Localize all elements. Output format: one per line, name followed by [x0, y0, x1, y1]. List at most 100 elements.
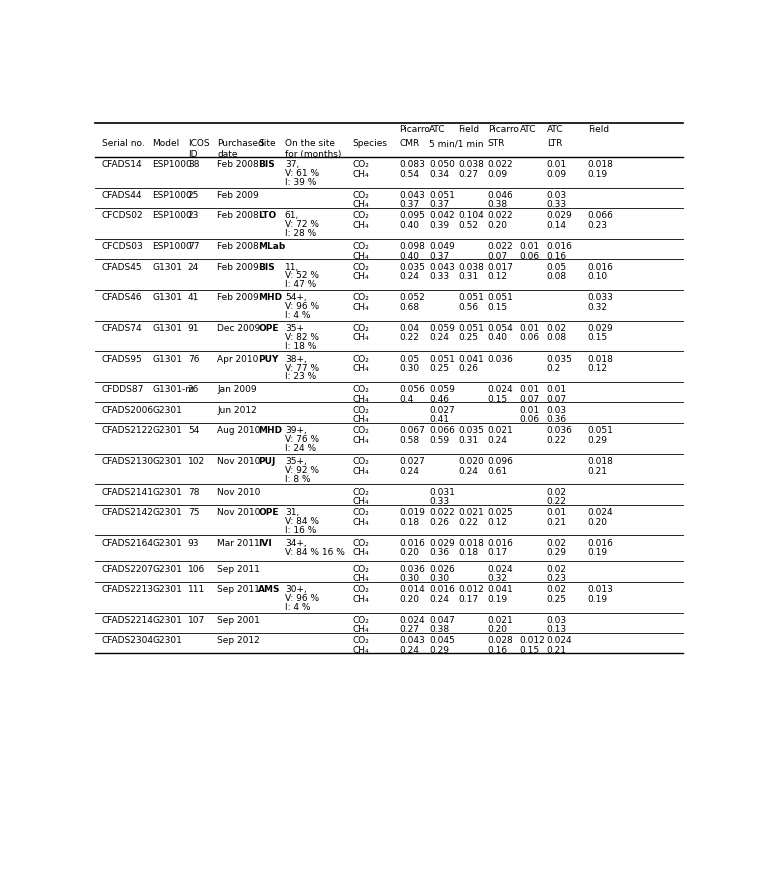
Text: ESP1000: ESP1000 [153, 160, 192, 169]
Text: 0.08: 0.08 [546, 272, 567, 281]
Text: 0.36: 0.36 [429, 548, 449, 557]
Text: CFADS2304: CFADS2304 [102, 636, 154, 645]
Text: 0.021: 0.021 [458, 509, 484, 517]
Text: 0.15: 0.15 [520, 646, 540, 655]
Text: 0.051: 0.051 [488, 293, 514, 302]
Text: CFADS2164: CFADS2164 [102, 539, 154, 548]
Text: 39+,: 39+, [285, 426, 307, 435]
Text: OPE: OPE [258, 509, 279, 517]
Text: 111: 111 [187, 586, 205, 595]
Text: 24: 24 [187, 262, 199, 271]
Text: 0.40: 0.40 [399, 252, 420, 260]
Text: 0.13: 0.13 [546, 626, 567, 634]
Text: Purchased: Purchased [217, 139, 264, 148]
Text: CFCDS02: CFCDS02 [102, 212, 143, 221]
Text: 0.02: 0.02 [546, 487, 567, 497]
Text: 0.046: 0.046 [488, 190, 514, 200]
Text: 0.01: 0.01 [546, 385, 567, 394]
Text: G2301: G2301 [153, 636, 182, 645]
Text: 78: 78 [187, 487, 200, 497]
Text: I: 39 %: I: 39 % [285, 178, 317, 187]
Text: 0.051: 0.051 [458, 324, 484, 333]
Text: 102: 102 [187, 457, 205, 466]
Text: 0.40: 0.40 [488, 333, 508, 343]
Text: 0.23: 0.23 [546, 574, 567, 583]
Text: 37,: 37, [285, 160, 299, 169]
Text: 0.20: 0.20 [399, 548, 420, 557]
Text: 0.050: 0.050 [429, 160, 455, 169]
Text: CH₄: CH₄ [352, 272, 369, 281]
Text: CO₂: CO₂ [352, 509, 370, 517]
Text: I: 16 %: I: 16 % [285, 526, 317, 535]
Text: CO₂: CO₂ [352, 616, 370, 625]
Text: 0.024: 0.024 [546, 636, 572, 645]
Text: 0.03: 0.03 [546, 616, 567, 625]
Text: 0.68: 0.68 [399, 303, 420, 312]
Text: 0.059: 0.059 [429, 385, 455, 394]
Text: 0.37: 0.37 [429, 252, 449, 260]
Text: 0.03: 0.03 [546, 190, 567, 200]
Text: 0.031: 0.031 [429, 487, 455, 497]
Text: 0.24: 0.24 [399, 467, 420, 476]
Text: 0.035: 0.035 [546, 354, 572, 363]
Text: CH₄: CH₄ [352, 467, 369, 476]
Text: 0.24: 0.24 [429, 595, 449, 603]
Text: 0.19: 0.19 [587, 170, 608, 179]
Text: 0.59: 0.59 [429, 436, 449, 445]
Text: 0.038: 0.038 [458, 262, 484, 271]
Text: 0.098: 0.098 [399, 242, 426, 251]
Text: I: 47 %: I: 47 % [285, 280, 316, 290]
Text: 0.24: 0.24 [458, 467, 478, 476]
Text: CH₄: CH₄ [352, 252, 369, 260]
Text: CO₂: CO₂ [352, 262, 370, 271]
Text: IVI: IVI [258, 539, 272, 548]
Text: 0.022: 0.022 [488, 212, 513, 221]
Text: 0.30: 0.30 [399, 574, 420, 583]
Text: 0.37: 0.37 [399, 200, 420, 209]
Text: 0.24: 0.24 [429, 333, 449, 343]
Text: 35+: 35+ [285, 324, 304, 333]
Text: CFCDS03: CFCDS03 [102, 242, 143, 251]
Text: 0.043: 0.043 [399, 190, 425, 200]
Text: 0.029: 0.029 [429, 539, 455, 548]
Text: 0.20: 0.20 [488, 221, 508, 230]
Text: CFADS2006: CFADS2006 [102, 406, 154, 415]
Text: 93: 93 [187, 539, 200, 548]
Text: 0.028: 0.028 [488, 636, 514, 645]
Text: CFADS95: CFADS95 [102, 354, 143, 363]
Text: 0.041: 0.041 [488, 586, 514, 595]
Text: 0.024: 0.024 [587, 509, 613, 517]
Text: PUJ: PUJ [258, 457, 276, 466]
Text: 0.02: 0.02 [546, 564, 567, 574]
Text: 0.051: 0.051 [429, 354, 455, 363]
Text: 0.06: 0.06 [520, 252, 540, 260]
Text: 0.036: 0.036 [488, 354, 514, 363]
Text: 0.096: 0.096 [488, 457, 514, 466]
Text: 0.23: 0.23 [587, 221, 608, 230]
Text: Picarro: Picarro [488, 126, 518, 135]
Text: 23: 23 [187, 212, 199, 221]
Text: Aug 2010: Aug 2010 [217, 426, 260, 435]
Text: 0.02: 0.02 [546, 586, 567, 595]
Text: G2301: G2301 [153, 406, 182, 415]
Text: CO₂: CO₂ [352, 160, 370, 169]
Text: 0.017: 0.017 [488, 262, 514, 271]
Text: Field: Field [458, 126, 480, 135]
Text: 0.083: 0.083 [399, 160, 426, 169]
Text: 0.01: 0.01 [546, 509, 567, 517]
Text: G2301: G2301 [153, 539, 182, 548]
Text: 0.035: 0.035 [399, 262, 426, 271]
Text: CH₄: CH₄ [352, 395, 369, 404]
Text: 107: 107 [187, 616, 205, 625]
Text: 0.042: 0.042 [429, 212, 455, 221]
Text: CH₄: CH₄ [352, 497, 369, 506]
Text: 0.31: 0.31 [458, 272, 478, 281]
Text: CO₂: CO₂ [352, 406, 370, 415]
Text: 0.06: 0.06 [520, 333, 540, 343]
Text: 0.026: 0.026 [429, 564, 455, 574]
Text: 0.01: 0.01 [546, 160, 567, 169]
Text: 0.043: 0.043 [399, 636, 425, 645]
Text: I: 8 %: I: 8 % [285, 475, 310, 484]
Text: 0.021: 0.021 [488, 426, 514, 435]
Text: 0.56: 0.56 [458, 303, 478, 312]
